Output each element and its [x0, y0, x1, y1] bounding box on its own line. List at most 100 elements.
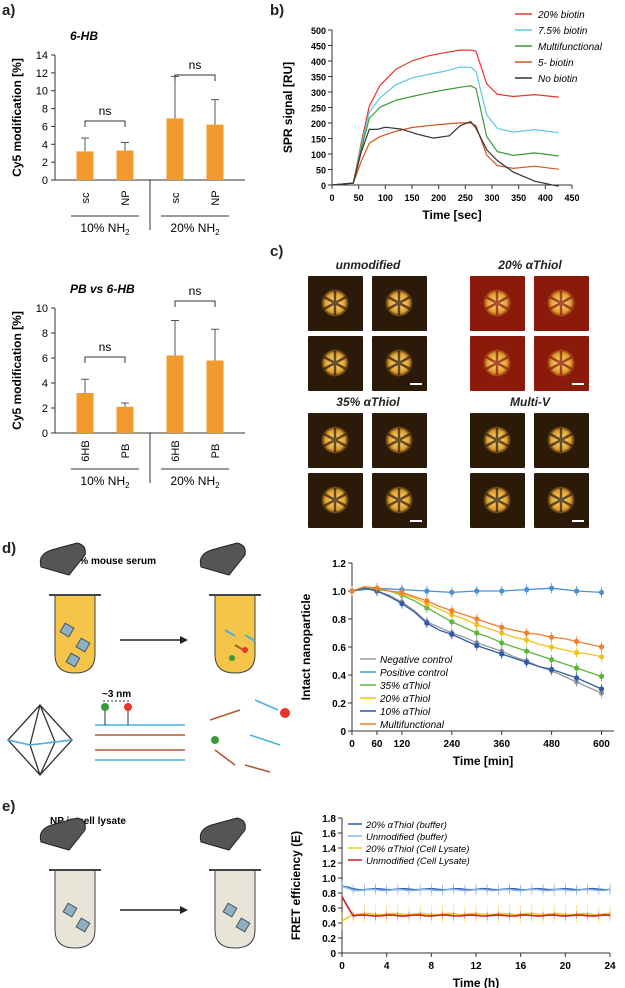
fragment: [224, 629, 236, 637]
nanoparticle-icon: [75, 637, 91, 653]
y-tick-label: 0.2: [322, 934, 336, 945]
dye-green: [101, 703, 109, 711]
panel-label-b: b): [270, 2, 285, 19]
afm-particle: [321, 349, 349, 377]
data-point: [474, 622, 480, 628]
y-tick-label: 0: [321, 181, 326, 191]
tube-body-icon: [54, 594, 96, 674]
legend-entry: 20% αThiol (buffer): [365, 820, 447, 831]
data-point: [449, 631, 455, 637]
group-label: 10% NH2: [80, 221, 130, 237]
chart-title: PB vs 6-HB: [70, 282, 135, 296]
x-axis-label: Time [sec]: [422, 208, 481, 222]
nanoparticle-icon: [222, 902, 238, 918]
bar: [76, 393, 94, 433]
series-line: [331, 120, 559, 187]
x-tick-label: 0: [339, 961, 345, 972]
dye-red: [242, 647, 248, 653]
legend-entry: Unmodified (buffer): [366, 832, 447, 843]
legend-entry: Multifunctional: [380, 720, 445, 731]
group-label-subscript: 2: [125, 228, 130, 237]
x-tick-label: 360: [493, 739, 510, 750]
data-point: [349, 588, 355, 594]
y-tick-label: 0: [42, 428, 48, 440]
nanoparticle-icon: [235, 917, 251, 933]
data-point: [549, 666, 555, 672]
serum-schematic: NP in 20% mouse serum ~3 nm: [7, 542, 290, 776]
data-point: [549, 634, 555, 640]
y-tick-label: 1.0: [322, 874, 336, 885]
x-tick-label: 4: [384, 961, 390, 972]
y-tick-label: 1.4: [322, 844, 336, 855]
y-tick-label: 300: [311, 88, 326, 98]
afm-particle: [385, 289, 413, 317]
x-tick-label: 20: [560, 961, 572, 972]
data-point: [549, 644, 555, 650]
y-tick-label: 2: [42, 403, 48, 415]
tube-cap-icon: [199, 542, 246, 576]
afm-image: [372, 413, 427, 468]
significance-bracket: [174, 74, 216, 81]
significance-label: ns: [189, 284, 202, 298]
dna-fragment: [254, 699, 279, 711]
y-tick-label: 0: [42, 175, 48, 187]
chart-d-intact-nanoparticle: 0 0.2 0.4 0.6 0.8 1.0 1.2 0 60 120 240 360 480 600 Tim…: [299, 559, 614, 768]
afm-particle: [321, 426, 349, 454]
nanoparticle-icon: [59, 622, 75, 638]
data-point: [524, 648, 530, 654]
x-tick-label: sc: [170, 192, 182, 204]
series-line: [341, 885, 611, 892]
tube-before: [39, 542, 101, 674]
y-axis-label: Intact nanoparticle: [299, 593, 313, 700]
afm-particle: [547, 426, 575, 454]
y-tick-label: 4: [42, 139, 48, 151]
legend-entry: No biotin: [538, 74, 578, 85]
data-point: [573, 638, 580, 644]
significance-label: ns: [99, 340, 112, 354]
data-point: [573, 665, 580, 671]
group-label: 20% NH2: [170, 474, 220, 490]
data-point: [524, 637, 530, 643]
x-tick-label: NP: [210, 190, 222, 205]
group-label: 10% NH2: [80, 474, 130, 490]
y-tick-label: 8: [42, 328, 48, 340]
series-line: [341, 896, 611, 917]
afm-group-title: Multi-V: [510, 395, 550, 409]
afm-image: [372, 336, 427, 391]
legend-entry: 10% αThiol: [380, 707, 431, 718]
tube-cap-icon: [39, 817, 86, 851]
data-point: [474, 588, 480, 594]
y-tick-label: 0.6: [322, 904, 336, 915]
dna-fragment: [249, 734, 281, 746]
afm-image: [470, 413, 525, 468]
y-tick-label: 2: [42, 157, 48, 169]
tube-after: [199, 817, 261, 949]
afm-particle: [547, 486, 575, 514]
scale-bar: [572, 383, 584, 385]
afm-image: [308, 473, 363, 528]
y-tick-label: 450: [311, 42, 326, 52]
chart-a2-cy5-pb-vs-6hb: PB vs 6-HB Cy5 modification [%] 0 2 4 6 8 10 6HB…: [10, 282, 245, 490]
y-tick-label: 0.4: [322, 919, 336, 930]
dye-red: [280, 708, 290, 718]
dye-red: [124, 703, 132, 711]
x-tick-label: 0: [349, 739, 355, 750]
series-line: [331, 85, 559, 186]
series-line: [331, 122, 559, 186]
y-axis-label: SPR signal [RU]: [281, 62, 295, 153]
legend-entry: 35% αThiol: [380, 681, 431, 692]
serum-title: NP in 20% mouse serum: [40, 556, 156, 567]
afm-particle: [483, 349, 511, 377]
legend-entry: Multifunctional: [538, 42, 603, 53]
data-point: [449, 589, 455, 595]
nanoparticle-icon: [65, 652, 81, 668]
scale-bar: [410, 520, 422, 522]
y-tick-label: 400: [311, 57, 326, 67]
y-tick-label: 14: [36, 50, 48, 62]
afm-particle: [385, 349, 413, 377]
bar: [206, 360, 224, 433]
y-axis-label: Cy5 modification [%]: [10, 311, 24, 430]
data-point: [374, 585, 380, 591]
data-point: [474, 630, 480, 636]
y-tick-label: 1.0: [332, 587, 346, 598]
